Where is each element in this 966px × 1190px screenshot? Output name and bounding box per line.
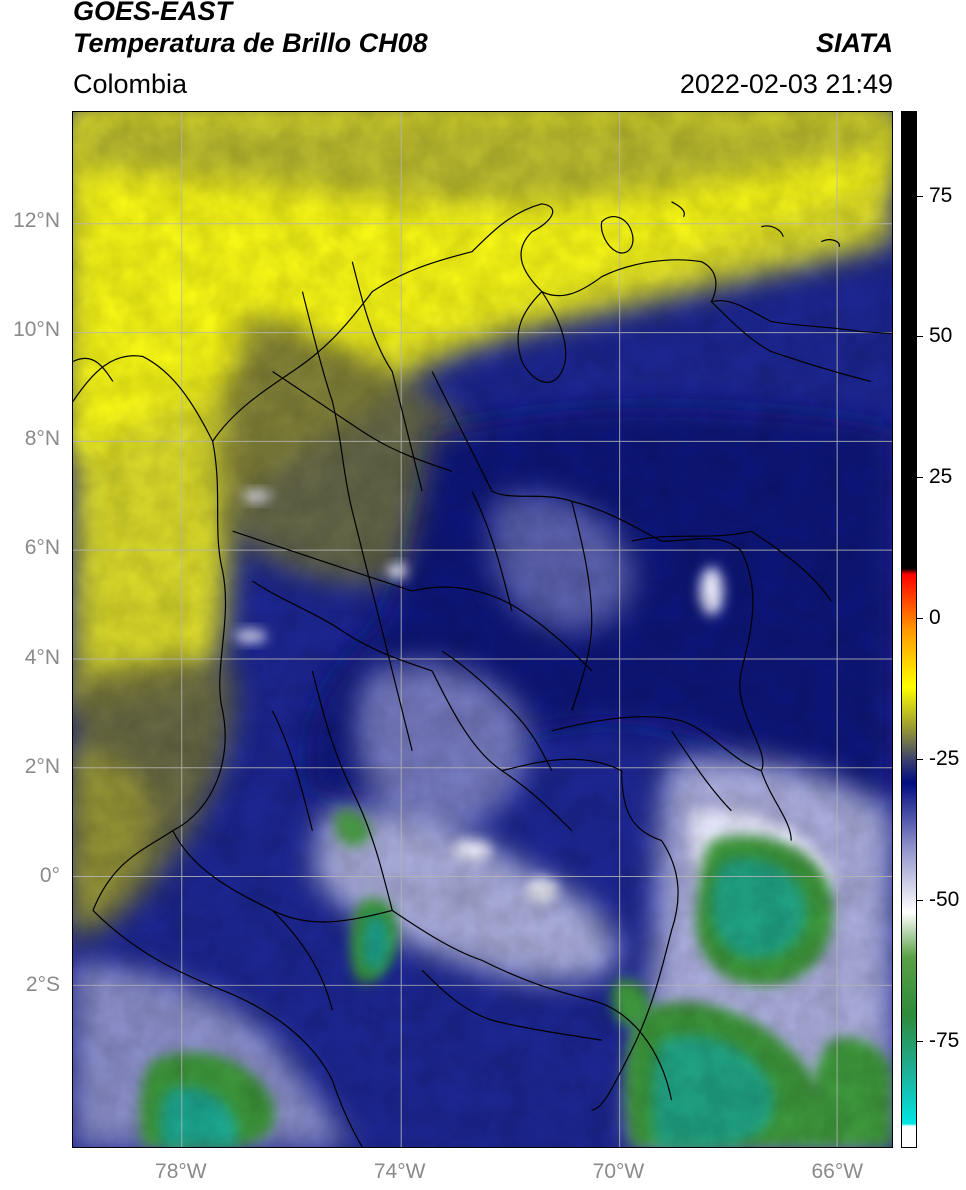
product-title: Temperatura de Brillo CH08 bbox=[73, 28, 428, 58]
graticule bbox=[73, 112, 892, 1147]
colorbar-tick-mark bbox=[917, 759, 923, 761]
longitude-label: 78°W bbox=[155, 1160, 207, 1183]
latitude-label: 8°N bbox=[24, 427, 60, 451]
temperature-field bbox=[73, 112, 892, 1147]
latitude-label: 2°N bbox=[24, 754, 60, 778]
colorbar-tick-mark bbox=[917, 900, 923, 902]
country-and-department-boundaries bbox=[73, 201, 892, 1147]
colorbar-tick-label: -25 bbox=[929, 747, 960, 771]
brightness-temperature-map bbox=[73, 112, 892, 1147]
latitude-label: 6°N bbox=[24, 536, 60, 560]
colorbar-tick-label: 75 bbox=[929, 183, 953, 207]
colorbar-tick-label: 50 bbox=[929, 324, 953, 348]
satellite-title: GOES-EAST bbox=[73, 0, 233, 26]
organization-label: SIATA bbox=[816, 28, 893, 58]
latitude-label: 12°N bbox=[13, 209, 60, 233]
latitude-label: 10°N bbox=[13, 318, 60, 342]
map-panel[interactable] bbox=[72, 111, 893, 1148]
colorbar-tick-label: 0 bbox=[929, 606, 941, 630]
latitude-label: 4°N bbox=[24, 645, 60, 669]
latitude-label: 2°S bbox=[25, 972, 60, 996]
longitude-label: 74°W bbox=[373, 1160, 426, 1183]
colorbar-tick-mark bbox=[917, 336, 923, 338]
colorbar-tick-label: -50 bbox=[929, 888, 960, 912]
colorbar-tick-mark bbox=[917, 1040, 923, 1042]
colorbar-tick-mark bbox=[917, 477, 923, 479]
longitude-label: 66°W bbox=[811, 1160, 864, 1183]
colorbar bbox=[901, 111, 917, 1148]
colorbar-tick-label: 25 bbox=[929, 465, 953, 489]
latitude-label: 0° bbox=[39, 863, 60, 887]
colorbar-tick-mark bbox=[917, 195, 923, 197]
colorbar-tick-mark bbox=[917, 618, 923, 620]
datetime-label: 2022-02-03 21:49 bbox=[679, 69, 893, 99]
region-label: Colombia bbox=[73, 69, 188, 99]
colorbar-gradient bbox=[902, 112, 916, 1147]
longitude-label: 70°W bbox=[592, 1160, 645, 1183]
colorbar-tick-label: -75 bbox=[929, 1028, 960, 1052]
